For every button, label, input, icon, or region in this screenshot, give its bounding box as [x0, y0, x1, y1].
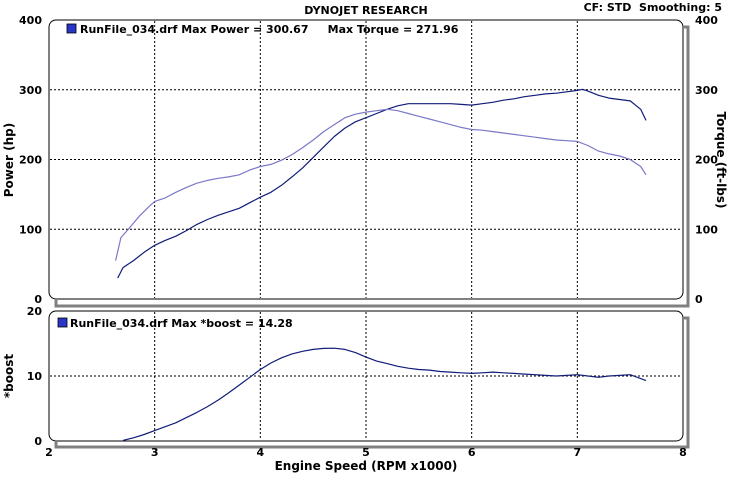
power-y-ticks: 0 100 200 300 400	[19, 14, 42, 306]
x-tick-label: 6	[468, 446, 476, 459]
y-tick-label: 0	[34, 435, 42, 448]
boost-panel: RunFile_034.drf Max *boost = 14.28 0 10 20…	[2, 305, 690, 473]
power-torque-frame-shadow	[54, 25, 690, 308]
rpm-axis-label: Engine Speed (RPM x1000)	[275, 459, 458, 473]
y2-tick-label: 200	[695, 154, 718, 167]
boost-series	[122, 347, 647, 441]
x-tick-label: 5	[362, 446, 370, 459]
y2-tick-label: 0	[695, 293, 703, 306]
power-torque-grid	[50, 21, 682, 298]
y2-tick-label: 100	[695, 223, 718, 236]
y2-tick-label: 400	[695, 14, 718, 27]
torque-axis-label: Torque (ft-lbs)	[714, 112, 728, 209]
power-axis-label: Power (hp)	[2, 123, 16, 197]
y-tick-label: 0	[34, 293, 42, 306]
x-tick-label: 8	[679, 446, 687, 459]
y2-tick-label: 300	[695, 84, 718, 97]
y-tick-label: 400	[19, 14, 42, 27]
boost-y-ticks: 0 10 20	[27, 305, 43, 448]
legend-boost: RunFile_034.drf Max *boost = 14.28	[70, 317, 293, 330]
boost-frame-shadow	[54, 316, 690, 449]
y-tick-label: 10	[27, 370, 43, 383]
torque-y-ticks: 0 100 200 300 400	[695, 14, 718, 306]
power-torque-panel: RunFile_034.drf Max Power = 300.67 Max T…	[2, 14, 728, 308]
legend-power-torque: RunFile_034.drf Max Power = 300.67 Max T…	[80, 23, 459, 36]
rpm-x-ticks: 2 3 4 5 6 7 8	[45, 446, 687, 459]
x-tick-label: 2	[45, 446, 53, 459]
y-tick-label: 20	[27, 305, 43, 318]
x-tick-label: 7	[574, 446, 582, 459]
x-tick-label: 3	[151, 446, 159, 459]
y-tick-label: 200	[19, 154, 42, 167]
boost-grid	[50, 312, 682, 440]
boost-axis-label: *boost	[2, 354, 16, 398]
power-torque-series	[115, 88, 647, 279]
x-tick-label: 4	[257, 446, 265, 459]
torque-line	[115, 108, 647, 261]
y-tick-label: 300	[19, 84, 42, 97]
legend-swatch-power	[66, 23, 77, 34]
chart-header-title: DYNOJET RESEARCH	[304, 4, 427, 17]
legend-swatch-boost	[57, 317, 68, 328]
boost-line	[122, 347, 647, 441]
chart-header-info: CF: STD Smoothing: 5	[584, 1, 722, 14]
y-tick-label: 100	[19, 223, 42, 236]
